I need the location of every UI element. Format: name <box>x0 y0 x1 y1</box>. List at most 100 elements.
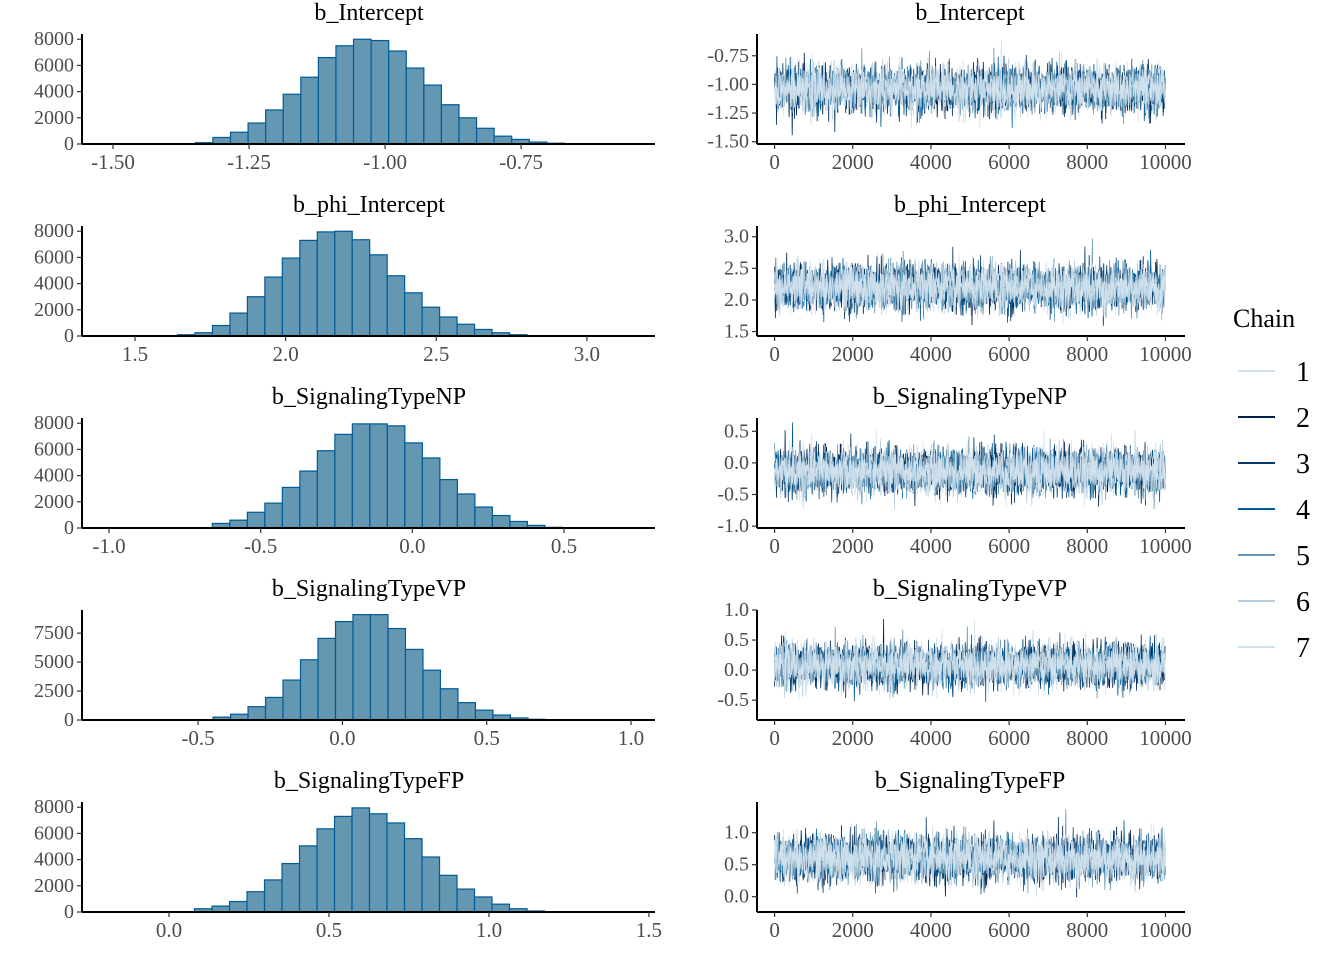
histogram-bar <box>456 888 476 913</box>
x-tick-label: -1.25 <box>227 150 271 174</box>
histogram-bar <box>386 275 406 337</box>
histogram-bar <box>317 637 337 721</box>
trace-line-chain-7 <box>774 430 1166 507</box>
y-tick-label: 6000 <box>34 246 74 268</box>
y-tick-label: -0.5 <box>717 689 749 711</box>
trace-line-chain-7 <box>774 823 1166 897</box>
y-tick-label: 5000 <box>34 651 74 673</box>
histogram-bar <box>282 679 302 721</box>
y-tick-label: 8000 <box>34 28 74 50</box>
histogram-bar <box>491 514 511 529</box>
x-tick-label: 2.5 <box>423 342 449 366</box>
histogram-bar <box>423 84 443 145</box>
histogram-bar <box>229 131 249 145</box>
x-tick-label: 8000 <box>1066 918 1108 942</box>
histogram-bar <box>387 627 407 721</box>
histogram-panel: b_SignalingTypeVP -0.5 0.0 0.5 1.0 0 2500 5000 7… <box>34 576 655 750</box>
legend-label: 1 <box>1296 357 1310 388</box>
y-tick-label: 4000 <box>34 273 74 295</box>
x-tick-label: 0 <box>769 342 780 366</box>
histogram-bar <box>368 813 388 913</box>
histogram-bar <box>351 423 371 529</box>
histogram-bar <box>352 614 372 721</box>
panel-title: b_phi_Intercept <box>293 192 445 218</box>
panel-title: b_SignalingTypeNP <box>873 384 1067 410</box>
x-tick-label: 10000 <box>1139 534 1192 558</box>
legend-label: 3 <box>1296 449 1310 480</box>
x-tick-label: 8000 <box>1066 534 1108 558</box>
x-tick-label: 8000 <box>1066 150 1108 174</box>
histogram-bar <box>228 900 248 913</box>
histogram-bar <box>281 486 301 529</box>
x-tick-label: 2000 <box>832 726 874 750</box>
x-tick-label: 6000 <box>988 918 1030 942</box>
legend-item-chain-5: 5 <box>1238 541 1310 572</box>
histogram-bar <box>438 874 458 913</box>
x-tick-label: 0 <box>769 534 780 558</box>
histogram-bar <box>421 306 441 337</box>
panel-title: b_SignalingTypeVP <box>873 576 1067 602</box>
x-tick-label: 4000 <box>910 150 952 174</box>
histogram-bar <box>456 323 476 337</box>
x-tick-label: 2000 <box>832 534 874 558</box>
x-tick-label: 4000 <box>910 726 952 750</box>
y-tick-label: -0.5 <box>717 483 749 505</box>
x-tick-label: 0.5 <box>551 534 577 558</box>
y-tick-label: 0.5 <box>724 854 749 876</box>
x-tick-label: 10000 <box>1139 918 1192 942</box>
legend-title: Chain <box>1233 304 1295 333</box>
x-tick-label: 0.0 <box>329 726 355 750</box>
histogram-bar <box>264 276 283 337</box>
panel-title: b_SignalingTypeFP <box>274 768 464 794</box>
legend-item-chain-7: 7 <box>1238 633 1310 664</box>
histogram-bar <box>317 56 337 145</box>
histogram-bar <box>264 502 283 529</box>
y-tick-label: 0 <box>64 709 74 731</box>
x-tick-label: 4000 <box>910 534 952 558</box>
y-tick-label: 8000 <box>34 220 74 242</box>
histogram-bar <box>298 845 318 913</box>
panel-title: b_Intercept <box>314 0 424 26</box>
histogram-bar <box>456 493 476 529</box>
trace-panel: b_SignalingTypeFP 0 2000 4000 6000 8000 10000 1… <box>724 768 1192 942</box>
y-tick-label: 2500 <box>34 680 74 702</box>
x-tick-label: 2000 <box>832 342 874 366</box>
histogram-bar <box>316 231 336 337</box>
legend-label: 2 <box>1296 403 1310 434</box>
histogram-bar <box>263 879 283 913</box>
histogram-bar <box>264 696 284 721</box>
trace-line-chain-7 <box>774 618 1166 699</box>
y-tick-label: 0 <box>64 517 74 539</box>
histogram-bar <box>386 425 406 529</box>
histogram-bar <box>403 838 423 913</box>
y-tick-label: 8000 <box>34 796 74 818</box>
histogram-panel: b_phi_Intercept 1.5 2.0 2.5 3.0 0 2000 4000 6000… <box>34 192 655 366</box>
histogram-bar <box>247 706 267 721</box>
x-tick-label: 6000 <box>988 342 1030 366</box>
histogram-bar <box>369 614 389 721</box>
y-tick-label: 2.0 <box>724 289 749 311</box>
y-tick-label: 1.0 <box>724 599 749 621</box>
y-tick-label: 4000 <box>34 81 74 103</box>
histogram-bar <box>405 67 425 145</box>
histogram-panel: b_SignalingTypeNP -1.0 -0.5 0.0 0.5 0 2000 4000… <box>34 384 655 558</box>
histogram-bar <box>421 457 441 529</box>
legend-item-chain-2: 2 <box>1238 403 1310 434</box>
histogram-bar <box>458 117 478 145</box>
trace-line-chain-7 <box>774 252 1166 326</box>
histogram-bar <box>421 856 441 913</box>
x-tick-label: 1.0 <box>476 918 502 942</box>
y-tick-label: 2000 <box>34 491 74 513</box>
histogram-bar <box>229 519 248 529</box>
x-tick-label: -1.00 <box>363 150 407 174</box>
histogram-bar <box>299 470 318 529</box>
panel-title: b_SignalingTypeFP <box>875 768 1065 794</box>
x-tick-label: 0 <box>769 150 780 174</box>
y-tick-label: -1.00 <box>707 73 749 95</box>
histogram-bar <box>369 423 388 529</box>
histogram-bar <box>334 620 354 721</box>
trace-line-chain-7 <box>774 39 1166 124</box>
x-tick-label: -1.0 <box>92 534 125 558</box>
y-tick-label: 4000 <box>34 465 74 487</box>
y-tick-label: -1.25 <box>707 102 749 124</box>
